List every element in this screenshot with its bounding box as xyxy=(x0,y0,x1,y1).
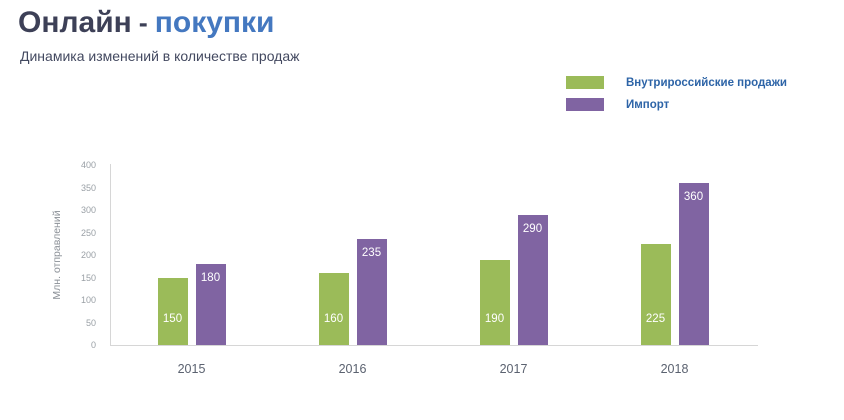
y-axis-line xyxy=(110,164,111,346)
bar-group: 150 180 xyxy=(157,165,226,345)
x-axis-category-label: 2016 xyxy=(338,362,367,376)
bar-import: 235 xyxy=(356,239,387,345)
legend-swatch-purple xyxy=(566,98,604,111)
y-tick-label: 150 xyxy=(80,272,96,283)
bar-value-label: 225 xyxy=(645,313,666,325)
x-axis-category-label: 2018 xyxy=(660,362,689,376)
bar-group: 225 360 xyxy=(640,165,709,345)
title-part-2: покупки xyxy=(154,6,275,39)
bar-value-label: 180 xyxy=(200,272,221,284)
y-tick-label: 50 xyxy=(85,317,96,328)
bar-domestic: 150 xyxy=(157,277,188,345)
legend-label-import: Импорт xyxy=(626,98,670,111)
bar-value-label: 150 xyxy=(162,313,183,325)
y-tick-label: 0 xyxy=(90,340,96,350)
y-tick-label: 250 xyxy=(80,227,96,238)
legend: Внутрироссийские продажи Импорт xyxy=(566,76,787,111)
bar-group: 160 235 xyxy=(318,165,387,345)
bar-import: 180 xyxy=(195,264,226,345)
bar-import: 290 xyxy=(517,214,548,345)
bar-value-label: 235 xyxy=(361,247,382,260)
x-axis-labels: 2015 2016 2017 2018 xyxy=(111,362,755,376)
y-tick-label: 350 xyxy=(80,182,96,193)
y-tick-label: 200 xyxy=(80,250,96,260)
bar-import: 360 xyxy=(678,183,709,345)
bar-value-label: 160 xyxy=(323,313,344,325)
bar-value-label: 360 xyxy=(683,191,704,203)
y-axis-ticks: 0 50 100 150 200 250 300 350 400 xyxy=(60,160,102,350)
bar-domestic: 225 xyxy=(640,243,671,345)
bar-domestic: 190 xyxy=(479,259,510,345)
y-tick-label: 300 xyxy=(80,205,96,215)
x-axis-category-label: 2017 xyxy=(499,362,528,376)
legend-label-domestic: Внутрироссийские продажи xyxy=(626,76,787,89)
y-tick-label: 100 xyxy=(80,295,96,305)
bar-domestic: 160 xyxy=(318,273,349,345)
bar-value-label: 290 xyxy=(522,222,543,235)
y-tick-label: 400 xyxy=(80,160,96,170)
bar-value-label: 190 xyxy=(484,313,505,325)
title-separator: - xyxy=(138,8,148,38)
page-title: Онлайн - покупки xyxy=(18,6,275,40)
chart-subtitle: Динамика изменений в количестве продаж xyxy=(20,48,300,64)
legend-item-domestic: Внутрироссийские продажи xyxy=(566,76,787,89)
bar-group: 190 290 xyxy=(479,165,548,345)
legend-swatch-green xyxy=(566,76,604,89)
legend-item-import: Импорт xyxy=(566,98,787,111)
x-axis-line xyxy=(110,345,758,346)
plot-area: 150 180 160 235 190 290 225 360 xyxy=(111,165,755,345)
title-part-1: Онлайн xyxy=(18,6,132,39)
x-axis-category-label: 2015 xyxy=(177,362,206,376)
